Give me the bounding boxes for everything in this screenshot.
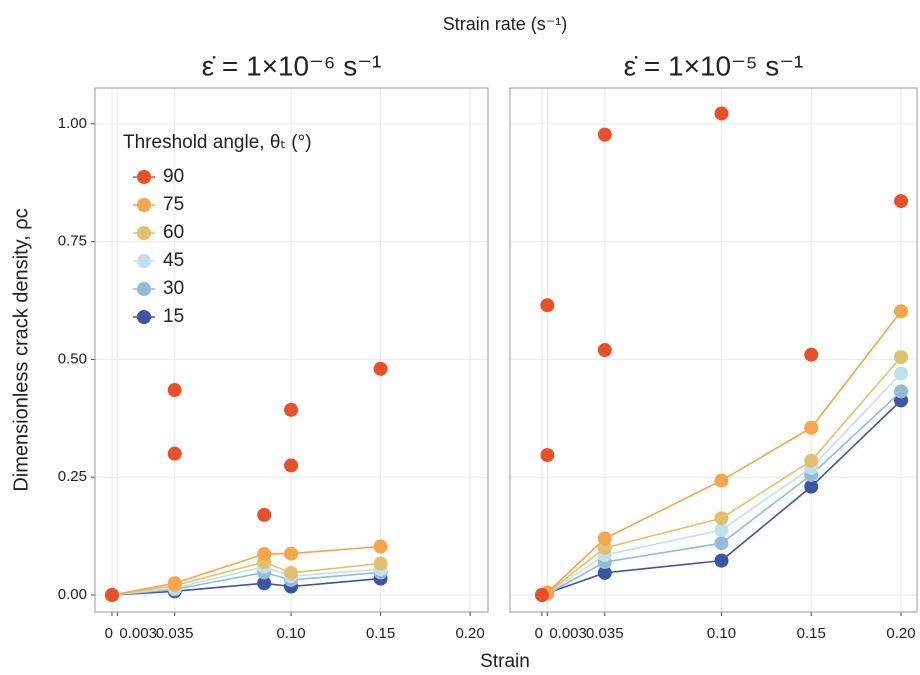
panel-border: [509, 87, 918, 613]
legend-label: 60: [163, 222, 184, 243]
data-point: [167, 383, 182, 398]
y-tick-label: 1.00: [58, 115, 87, 132]
data-point: [714, 473, 729, 488]
data-point: [894, 194, 909, 209]
legend-label: 30: [163, 278, 184, 299]
data-point: [804, 347, 819, 362]
y-tick-label: 0.75: [58, 233, 87, 250]
legend-marker: [137, 226, 151, 240]
data-point: [284, 402, 299, 417]
x-tick-label: 0.20: [455, 625, 484, 642]
data-point: [597, 343, 612, 357]
legend-label: 90: [163, 166, 184, 187]
x-tick-label: 0.15: [797, 625, 826, 642]
x-tick-label: 0: [535, 625, 543, 642]
data-point: [894, 366, 909, 381]
data-point: [534, 588, 549, 603]
data-point: [373, 361, 388, 376]
data-point: [167, 576, 182, 591]
panel-border: [94, 87, 489, 613]
data-point: [540, 298, 555, 313]
facet-title: ε̇ = 1×10⁻⁵ s⁻¹: [624, 50, 804, 81]
data-point: [894, 304, 909, 319]
x-tick-label: 0.003: [549, 625, 587, 642]
x-tick-label: 0.003: [119, 625, 157, 642]
data-point: [597, 531, 612, 546]
data-point: [540, 448, 555, 463]
legend-title: Threshold angle, θₜ (°): [123, 132, 312, 153]
data-point: [597, 565, 612, 580]
data-point: [714, 553, 729, 568]
x-tick-label: 0.10: [276, 625, 305, 642]
data-point: [804, 479, 819, 494]
data-point: [257, 576, 272, 591]
x-tick-label: 0.15: [366, 625, 395, 642]
x-tick-label: 0: [105, 625, 113, 642]
x-tick-label: 0.035: [586, 625, 624, 642]
legend-marker: [137, 170, 151, 184]
legend-marker: [137, 254, 151, 268]
data-point: [714, 106, 729, 121]
data-point: [257, 547, 272, 562]
data-point: [894, 350, 909, 365]
chart-title: Strain rate (s⁻¹): [443, 14, 568, 34]
data-point: [373, 539, 388, 554]
x-axis-label: Strain: [480, 651, 530, 672]
y-axis-label: Dimensionless crack density, ρc: [10, 208, 32, 491]
facet-title: ε̇ = 1×10⁻⁶ s⁻¹: [202, 50, 382, 81]
legend-label: 75: [163, 194, 184, 215]
data-point: [804, 420, 819, 435]
data-point: [284, 546, 299, 561]
data-point: [284, 565, 299, 580]
data-point: [167, 446, 182, 461]
legend-marker: [137, 310, 151, 324]
data-point: [105, 588, 120, 603]
y-tick-label: 0.25: [58, 468, 87, 485]
legend-marker: [137, 282, 151, 296]
panel-background: [510, 88, 917, 612]
y-tick-label: 0.50: [58, 350, 87, 367]
data-point: [714, 536, 729, 551]
x-tick-label: 0.20: [886, 625, 915, 642]
data-point: [257, 507, 272, 522]
data-point: [804, 453, 819, 468]
x-tick-label: 0.10: [707, 625, 736, 642]
legend-marker: [137, 198, 151, 212]
data-point: [714, 511, 729, 526]
data-point: [894, 384, 909, 399]
data-point: [373, 556, 388, 571]
legend-label: 45: [163, 250, 184, 271]
legend-label: 15: [163, 306, 184, 327]
y-tick-label: 0.00: [58, 586, 87, 603]
data-point: [714, 523, 729, 538]
data-point: [597, 127, 612, 142]
data-point: [284, 458, 299, 473]
x-tick-label: 0.035: [156, 625, 194, 642]
